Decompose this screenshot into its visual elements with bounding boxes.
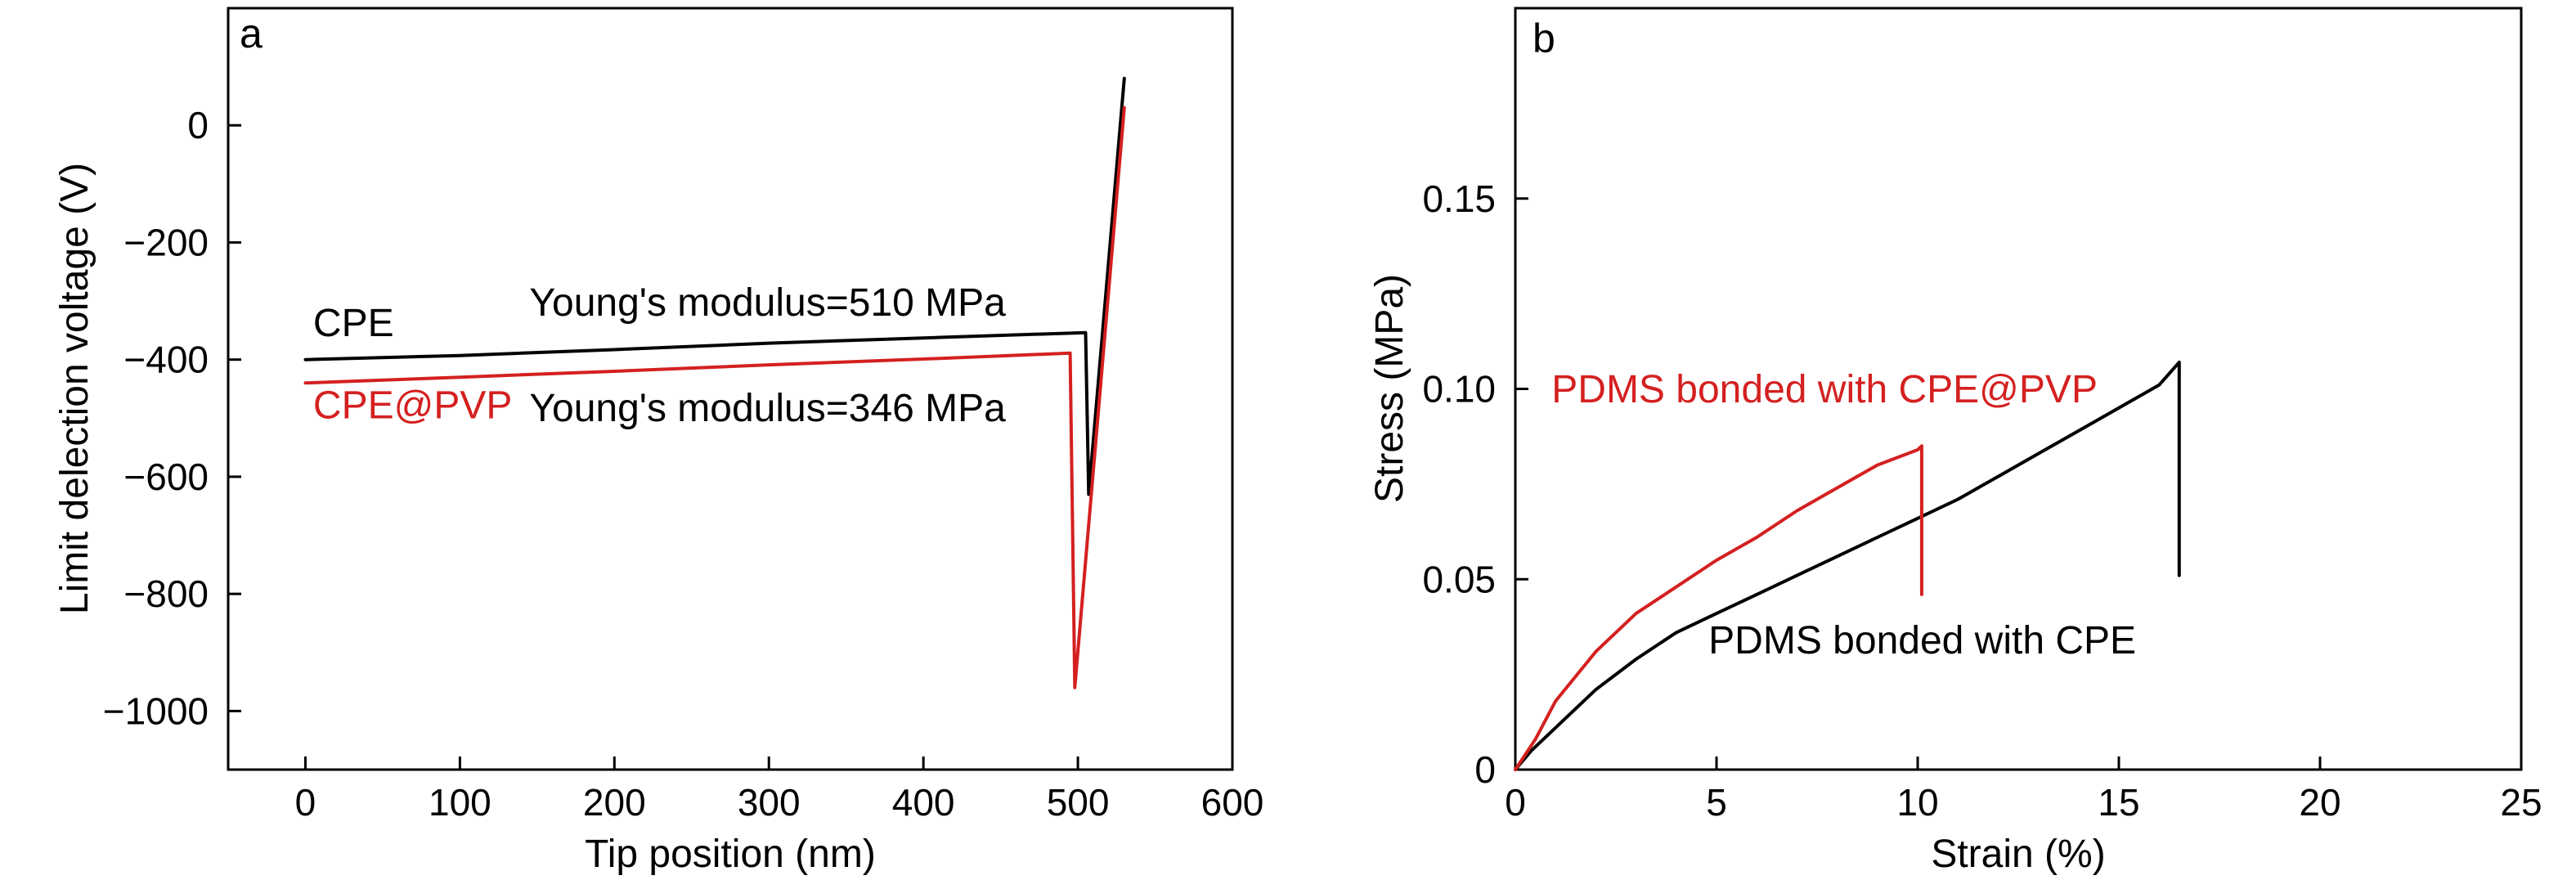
panel-a-x-tick-label: 0 (295, 781, 316, 824)
panel-a-series-cpe (303, 76, 1126, 496)
panel-a-annotation: Young's modulus=346 MPa (529, 387, 1006, 430)
panel-a-y-axis-label: Limit delection voltage (V) (53, 163, 96, 614)
panel-a-x-ticks: 0 100 200 300 400 500 600 (295, 757, 1264, 824)
panel-b-x-axis-label: Strain (%) (1931, 833, 2105, 876)
panel-b-label: b (1533, 16, 1555, 61)
panel-b-series-pdms-bonded-with-cpe (1514, 360, 2181, 771)
panel-a-y-tick-label: 0 (187, 104, 209, 146)
panel-a-plot-frame (227, 7, 1234, 771)
panel-b-x-ticks: 0 5 10 15 20 25 (1505, 757, 2542, 824)
panel-b-x-tick-label: 10 (1896, 781, 1938, 824)
panel-b-annotation: PDMS bonded with CPE (1708, 619, 2136, 662)
panel-a-y-ticks: 0 −200 −400 −600 −800 −1000 (103, 104, 241, 732)
panel-b-x-tick-label: 25 (2500, 781, 2542, 824)
panel-a-x-tick-label: 100 (429, 781, 491, 824)
panel-b: b 0 5 10 15 20 25 0 0.05 0.10 0.15 PDMS bonded w… (1368, 7, 2542, 876)
panel-a-y-tick-label: −800 (123, 572, 209, 615)
panel-a-annotations: CPE CPE@PVP Young's modulus=510 MPa Young's… (313, 281, 1006, 430)
panel-b-series (1514, 360, 2181, 771)
panel-a-annotation: Young's modulus=510 MPa (529, 281, 1006, 325)
panel-a-y-tick-label: −1000 (103, 689, 209, 732)
panel-b-x-tick-label: 5 (1706, 781, 1727, 824)
panel-a-annotation: CPE (313, 302, 394, 345)
panel-b-annotations: PDMS bonded with CPE@PVP PDMS bonded with… (1551, 368, 2136, 662)
panel-a-y-tick-label: −400 (123, 339, 209, 381)
panel-b-y-axis-label: Stress (MPa) (1368, 274, 1411, 503)
panel-a-x-tick-label: 400 (892, 781, 955, 824)
panel-b-x-tick-label: 0 (1505, 781, 1526, 824)
panel-b-y-tick-label: 0 (1474, 748, 1496, 791)
panel-a-x-tick-label: 300 (738, 781, 801, 824)
panel-a-x-axis-label: Tip position (nm) (585, 833, 876, 876)
panel-b-y-ticks: 0 0.05 0.10 0.15 (1422, 177, 1528, 791)
panel-b-y-tick-label: 0.15 (1422, 177, 1496, 220)
panel-a-annotation: CPE@PVP (313, 384, 512, 427)
panel-a-label: a (240, 11, 263, 56)
panel-b-y-tick-label: 0.10 (1422, 368, 1496, 411)
panel-b-x-tick-label: 20 (2299, 781, 2340, 824)
panel-a-y-tick-label: −200 (123, 221, 209, 263)
panel-a-series (303, 76, 1126, 689)
panel-a-series-cpe-pvp (303, 106, 1126, 689)
panel-b-annotation: PDMS bonded with CPE@PVP (1551, 368, 2098, 411)
panel-b-x-tick-label: 15 (2098, 781, 2139, 824)
panel-b-series-pdms-bonded-with-cpe-pvp (1514, 444, 1923, 771)
panel-a-y-tick-label: −600 (123, 456, 209, 498)
panel-a-x-tick-label: 200 (583, 781, 646, 824)
panel-b-y-tick-label: 0.05 (1422, 558, 1496, 600)
panel-a-x-tick-label: 500 (1047, 781, 1110, 824)
panel-a-x-tick-label: 600 (1201, 781, 1264, 824)
panel-a: a 0 100 200 300 400 500 600 0 −200 −400 −600 −800 −… (53, 7, 1264, 876)
